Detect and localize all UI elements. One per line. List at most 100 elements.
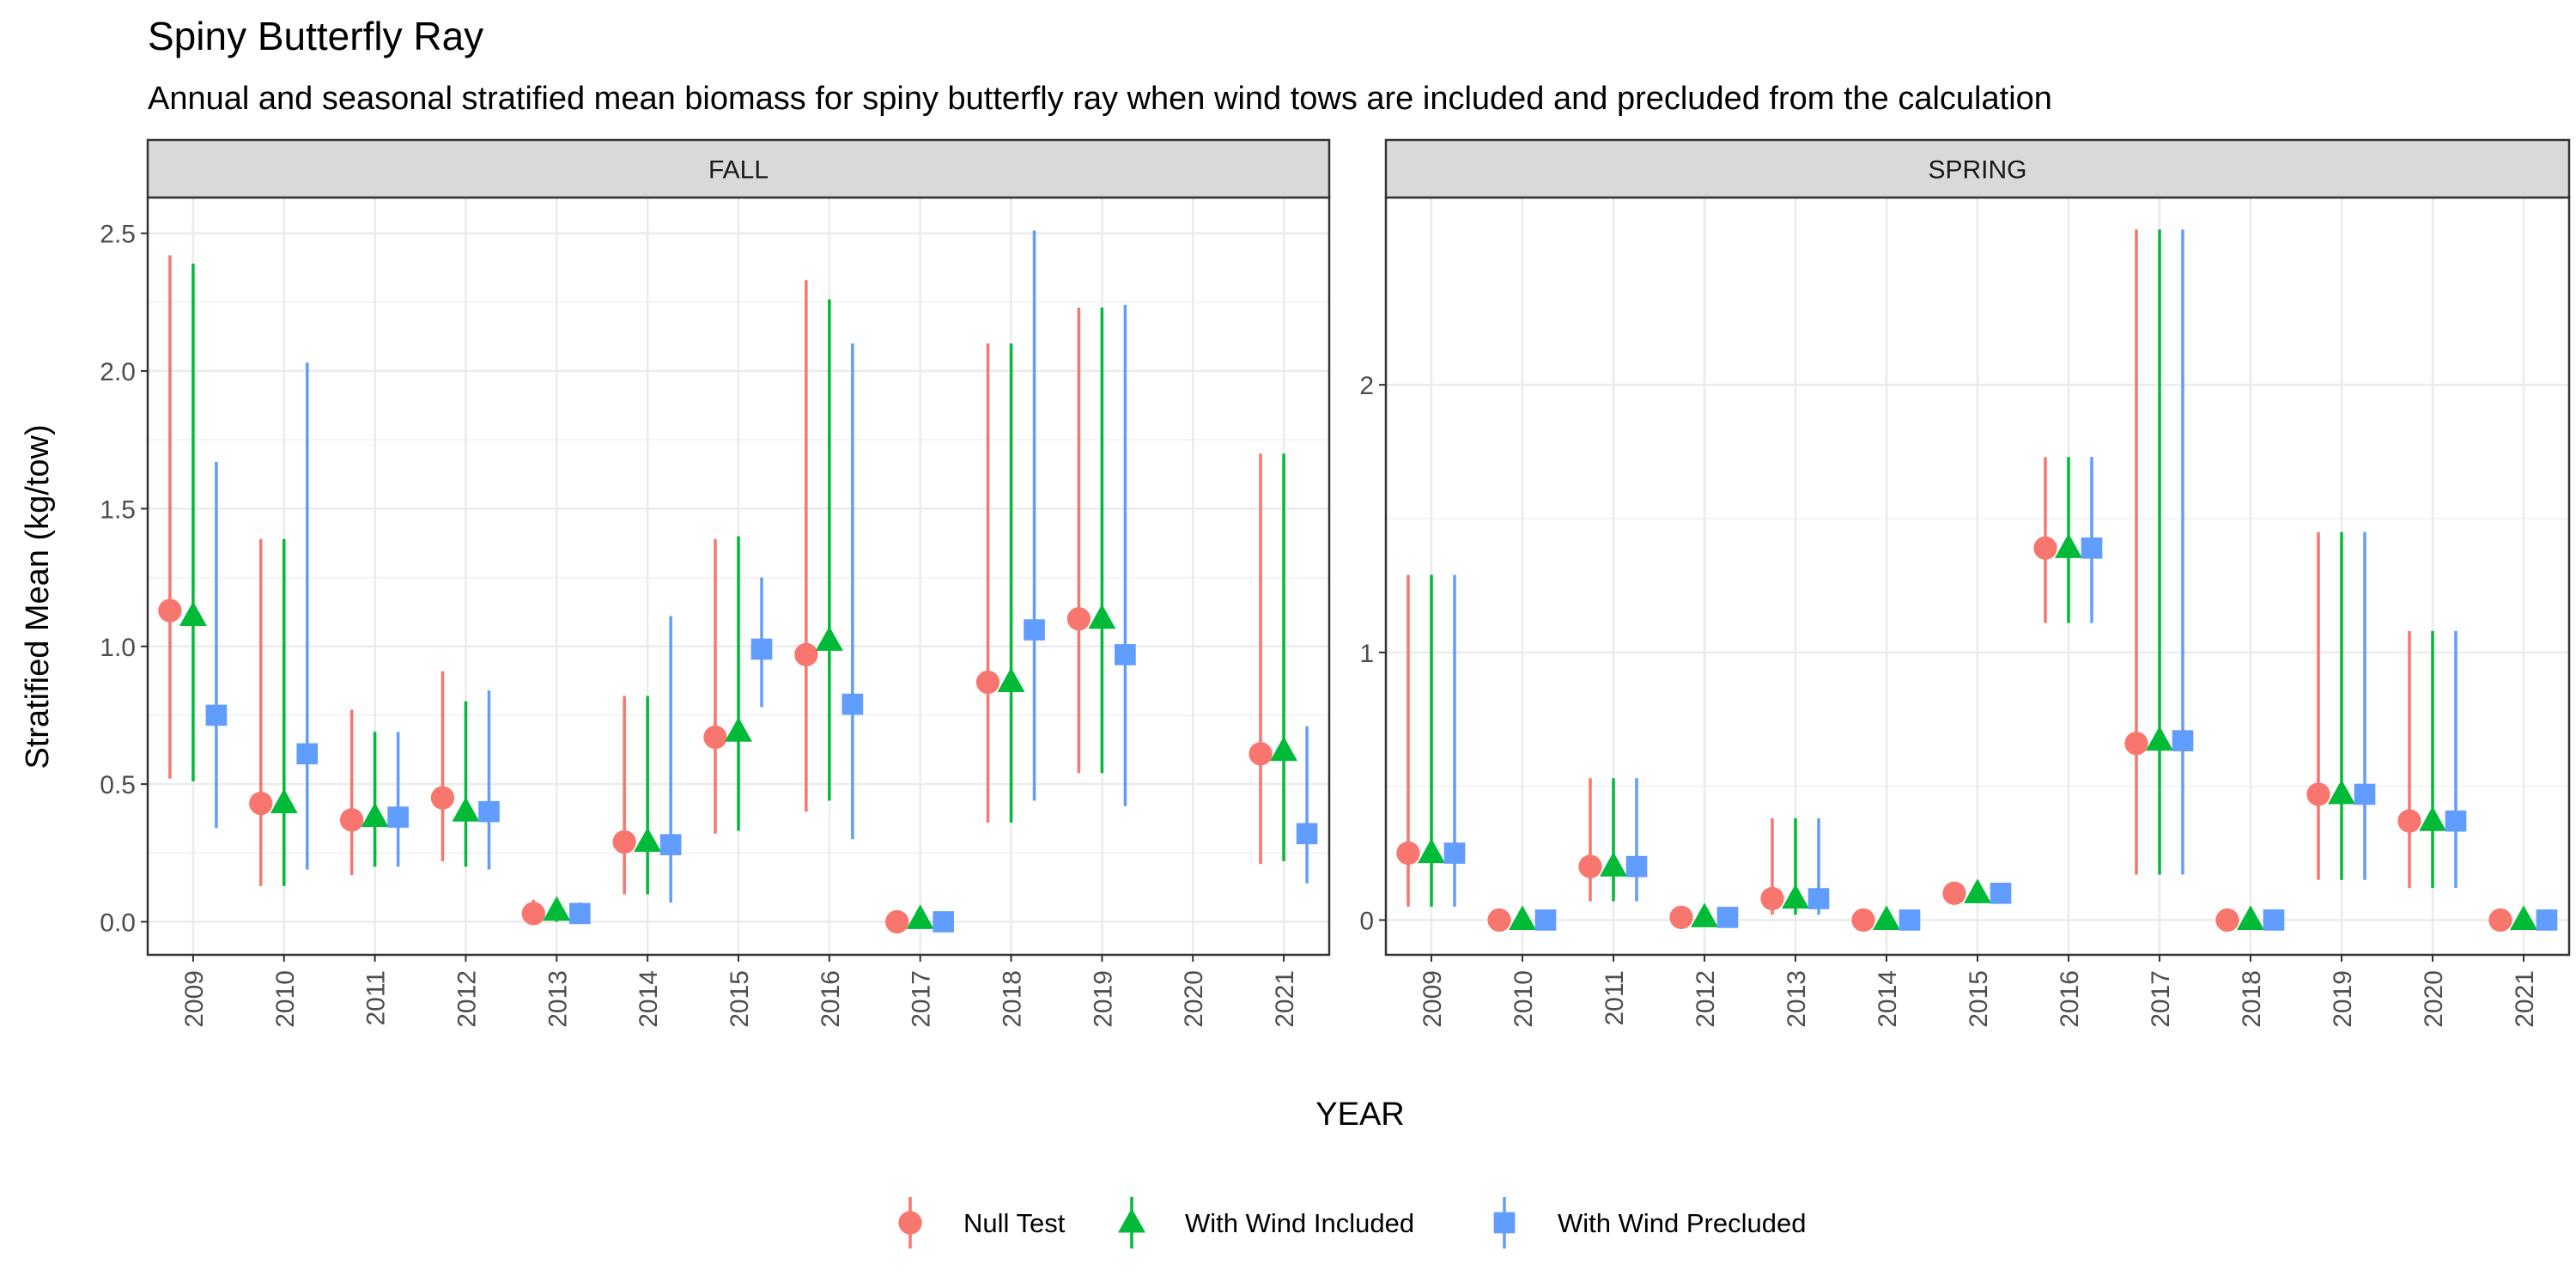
data-point <box>906 904 934 929</box>
data-point <box>2124 732 2148 756</box>
legend-key-triangle-icon <box>1118 1207 1145 1233</box>
data-point <box>1760 886 1784 911</box>
legend-item-with-wind-included: With Wind Included <box>1118 1197 1414 1249</box>
x-tick-label: 2014 <box>1874 970 1902 1028</box>
data-point <box>1851 908 1875 933</box>
data-point <box>612 829 636 854</box>
data-point <box>659 834 682 856</box>
data-point <box>1534 909 1557 931</box>
y-tick-label: 0.5 <box>100 771 136 799</box>
series-null-test <box>158 255 1273 934</box>
data-point <box>2510 905 2537 931</box>
data-point <box>2488 908 2512 933</box>
data-point <box>361 802 389 828</box>
data-point <box>478 800 500 823</box>
legend-key-square-icon <box>1493 1212 1516 1234</box>
data-point <box>1942 881 1966 905</box>
x-tick-label: 2020 <box>2420 970 2448 1028</box>
data-point <box>1990 882 2012 904</box>
x-tick-label: 2019 <box>1089 970 1117 1028</box>
data-point <box>205 704 228 726</box>
x-tick-label: 2011 <box>362 970 391 1026</box>
x-tick-label: 2019 <box>2329 970 2357 1028</box>
data-point <box>179 601 207 627</box>
x-tick-label: 2009 <box>180 970 209 1028</box>
data-point <box>2172 730 2194 751</box>
x-tick-label: 2020 <box>1180 970 1208 1028</box>
data-point <box>885 909 909 934</box>
x-tick-label: 2021 <box>1271 970 1299 1028</box>
y-tick-label: 2.0 <box>100 358 136 386</box>
series-null-test <box>1396 229 2512 933</box>
data-point <box>1899 909 1921 931</box>
legend-label: With Wind Precluded <box>1558 1208 1806 1238</box>
data-point <box>2306 782 2330 806</box>
x-tick-label: 2011 <box>1601 970 1629 1026</box>
data-point <box>1600 852 1627 877</box>
legend-label: Null Test <box>963 1208 1066 1238</box>
facet-strip-label: FALL <box>708 156 769 185</box>
legend-item-null-test: Null Test <box>898 1197 1066 1249</box>
data-point <box>1066 607 1091 631</box>
data-point <box>1807 888 1830 909</box>
legend: Null Test With Wind Included With Wind Pre… <box>898 1197 1806 1249</box>
legend-item-with-wind-precluded: With Wind Precluded <box>1493 1197 1806 1249</box>
data-point <box>296 743 319 765</box>
data-point <box>975 670 1000 695</box>
data-point <box>634 827 662 853</box>
x-tick-label: 2010 <box>1510 970 1538 1028</box>
data-point <box>1578 854 1602 878</box>
data-point <box>1296 823 1318 845</box>
data-point <box>339 808 364 832</box>
x-tick-label: 2017 <box>908 970 936 1028</box>
series-with-wind-included <box>1418 229 2537 931</box>
data-point <box>1964 878 1991 903</box>
facet-strip <box>146 138 1331 199</box>
data-point <box>543 896 571 921</box>
data-point <box>2354 783 2376 805</box>
y-tick-label: 1.5 <box>100 495 136 524</box>
data-point <box>521 902 545 926</box>
legend-label: With Wind Included <box>1185 1208 1414 1238</box>
data-point <box>703 725 727 750</box>
data-point <box>568 902 591 925</box>
series-with-wind-included <box>179 263 1298 929</box>
data-point <box>2536 909 2558 931</box>
data-point <box>2081 537 2103 559</box>
data-point <box>270 788 298 814</box>
data-point <box>387 806 409 828</box>
data-point <box>2215 908 2239 933</box>
x-tick-label: 2014 <box>635 970 663 1028</box>
data-point <box>249 791 273 816</box>
chart-title: Spiny Butterfly Ray <box>148 14 483 58</box>
x-tick-label: 2013 <box>1783 970 1811 1028</box>
x-tick-label: 2018 <box>999 970 1027 1028</box>
facet-strip <box>1384 138 2571 199</box>
data-point <box>1396 841 1420 866</box>
x-tick-label: 2016 <box>2056 970 2084 1028</box>
x-tick-label: 2009 <box>1419 970 1447 1028</box>
x-axis-title: YEAR <box>1315 1097 1404 1133</box>
data-point <box>2055 533 2082 558</box>
panel-fall: 0.0 0.5 1.0 1.5 2.0 2.5 2009 2010 2011 2012 2013 20… <box>100 138 1331 1028</box>
data-point <box>2146 726 2173 751</box>
x-tick-label: 2018 <box>2238 970 2266 1028</box>
data-point <box>1782 884 1809 909</box>
data-point <box>1024 619 1045 641</box>
data-point <box>750 638 773 660</box>
x-tick-label: 2015 <box>1965 970 1993 1028</box>
y-tick-label: 0.0 <box>100 909 136 938</box>
y-tick-label: 1.0 <box>100 634 136 662</box>
legend-key-circle-icon <box>898 1211 922 1235</box>
y-tick-label: 2.5 <box>100 221 136 249</box>
series-with-wind-precluded <box>205 230 1318 933</box>
data-point <box>2397 809 2421 833</box>
data-point <box>158 598 182 623</box>
data-point <box>1115 644 1136 665</box>
data-point <box>452 797 480 822</box>
data-point <box>1443 842 1466 864</box>
data-point <box>841 693 864 715</box>
data-point <box>1487 908 1511 933</box>
data-point <box>430 786 455 810</box>
